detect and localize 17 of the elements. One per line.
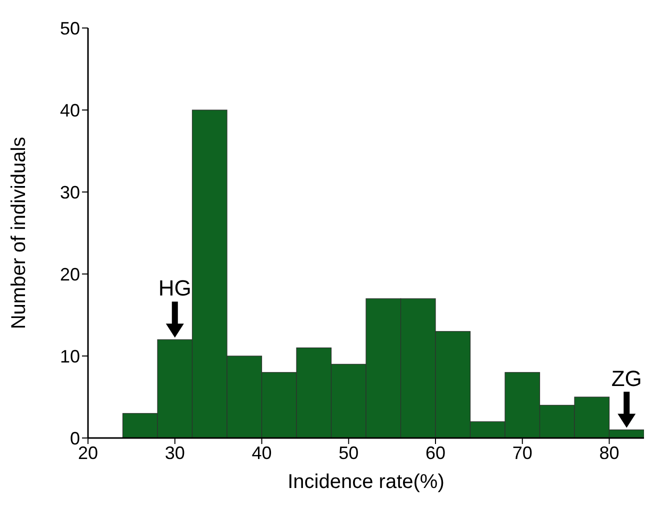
x-tick-label: 60 [425, 442, 446, 463]
y-tick-label: 30 [60, 182, 80, 202]
x-tick-label: 70 [512, 442, 532, 463]
x-tick-label: 30 [164, 442, 185, 463]
x-tick-label: 20 [78, 442, 98, 463]
x-tick-label: 40 [252, 442, 272, 463]
y-tick-label: 50 [60, 18, 80, 38]
x-tick-label: 50 [338, 442, 359, 463]
x-tick-label: 80 [599, 442, 620, 463]
y-tick-label: 0 [70, 428, 80, 448]
x-axis-title: Incidence rate(%) [288, 471, 444, 493]
y-tick-label: 40 [60, 100, 80, 120]
y-tick-label: 20 [60, 264, 80, 284]
y-tick-label: 10 [60, 346, 80, 366]
annotation: HG [158, 276, 192, 301]
y-axis-title: Number of individuals [8, 136, 30, 330]
annotation: ZG [611, 366, 642, 391]
